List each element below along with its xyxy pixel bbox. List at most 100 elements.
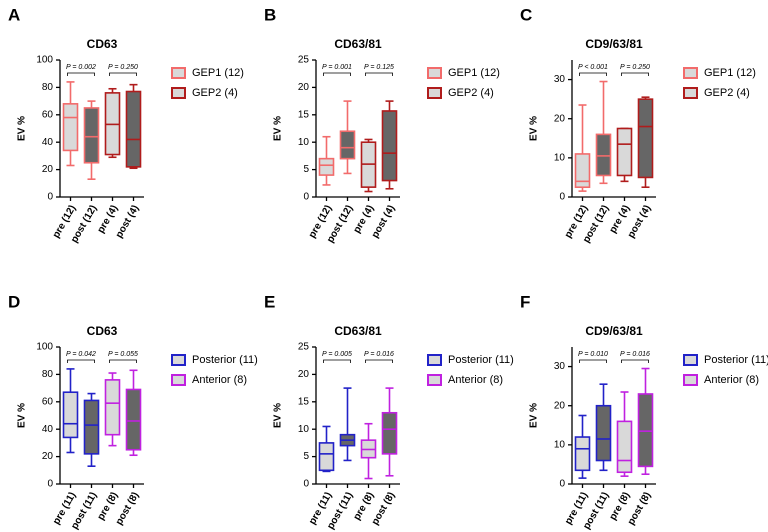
p-value: P = 0.001 (322, 64, 352, 71)
panel-letter: F (520, 292, 530, 311)
y-tick-label: 0 (559, 479, 565, 490)
bracket (365, 72, 393, 76)
legend-swatch (427, 374, 442, 386)
box-body (83, 107, 100, 164)
y-tick-label: 10 (298, 424, 310, 435)
legend-label: GEP2 (4) (192, 87, 238, 99)
y-tick-label: 20 (42, 164, 54, 175)
y-tick-label: 25 (298, 342, 310, 353)
bracket (67, 359, 95, 363)
p-value: P = 0.010 (578, 351, 608, 358)
y-tick-label: 30 (554, 74, 566, 85)
y-tick-label: 25 (298, 55, 310, 66)
y-tick-label: 100 (36, 342, 53, 353)
y-tick-label: 10 (554, 439, 566, 450)
box-body (595, 133, 612, 177)
y-tick-label: 40 (42, 137, 54, 148)
p-value: P = 0.055 (108, 351, 138, 358)
y-tick-label: 20 (298, 369, 310, 380)
p-value: P = 0.016 (364, 351, 394, 358)
box-body (104, 379, 121, 436)
p-value: P = 0.005 (322, 351, 352, 358)
y-axis-label: EV % (273, 116, 284, 141)
chart-title: CD9/63/81 (585, 37, 643, 51)
bracket (365, 359, 393, 363)
p-value: P = 0.016 (620, 351, 650, 358)
y-tick-label: 15 (298, 109, 310, 120)
y-tick-label: 30 (554, 361, 566, 372)
y-tick-label: 80 (42, 369, 54, 380)
box-body (381, 110, 398, 182)
legend-label: Anterior (8) (448, 374, 503, 386)
legend-swatch (171, 67, 186, 79)
y-tick-label: 5 (303, 164, 309, 175)
y-tick-label: 10 (298, 137, 310, 148)
chart-title: CD63 (87, 37, 118, 51)
box-body (637, 98, 654, 179)
legend-swatch (683, 67, 698, 79)
p-value: P = 0.250 (108, 64, 138, 71)
p-value: P = 0.125 (364, 64, 394, 71)
box-body (595, 404, 612, 462)
box-body (62, 103, 79, 152)
y-axis-label: EV % (17, 116, 28, 141)
y-tick-label: 0 (47, 479, 53, 490)
p-value: P = 0.002 (66, 64, 96, 71)
legend-swatch (427, 67, 442, 79)
box-body (125, 388, 142, 451)
y-axis-label: EV % (17, 403, 28, 428)
legend-swatch (171, 354, 186, 366)
panel-letter: A (8, 5, 20, 24)
legend-swatch (683, 354, 698, 366)
y-tick-label: 20 (554, 113, 566, 124)
panel-letter: C (520, 5, 532, 24)
legend-swatch (683, 374, 698, 386)
p-value: P = 0.042 (66, 351, 96, 358)
box-body (318, 442, 335, 472)
y-axis-label: EV % (529, 403, 540, 428)
legend-label: GEP1 (12) (448, 67, 500, 79)
box-body (62, 391, 79, 439)
legend-label: GEP1 (12) (192, 67, 244, 79)
legend-label: Anterior (8) (192, 374, 247, 386)
legend-swatch (171, 374, 186, 386)
legend-label: Posterior (11) (448, 354, 514, 366)
chart-title: CD9/63/81 (585, 324, 643, 338)
legend-swatch (171, 87, 186, 99)
box-body (381, 411, 398, 455)
y-tick-label: 0 (559, 192, 565, 203)
box-body (574, 436, 591, 472)
bracket (67, 72, 95, 76)
y-tick-label: 0 (303, 192, 309, 203)
y-tick-label: 20 (298, 82, 310, 93)
chart-title: CD63/81 (334, 37, 382, 51)
bracket (323, 359, 351, 363)
p-value: P < 0.001 (578, 64, 608, 71)
legend-label: GEP2 (4) (448, 87, 494, 99)
y-tick-label: 80 (42, 82, 54, 93)
panel-letter: E (264, 292, 275, 311)
legend-label: GEP1 (12) (704, 67, 756, 79)
p-value: P = 0.250 (620, 64, 650, 71)
y-axis-label: EV % (529, 116, 540, 141)
legend-label: Anterior (8) (704, 374, 759, 386)
legend-label: Posterior (11) (704, 354, 768, 366)
bracket (621, 359, 649, 363)
legend-label: Posterior (11) (192, 354, 258, 366)
bracket (323, 72, 351, 76)
box-body (574, 153, 591, 189)
y-tick-label: 60 (42, 396, 54, 407)
y-tick-label: 0 (303, 479, 309, 490)
chart-title: CD63/81 (334, 324, 382, 338)
bracket (621, 72, 649, 76)
panel-letter: B (264, 5, 276, 24)
bracket (109, 359, 137, 363)
y-tick-label: 20 (42, 451, 54, 462)
box-body (616, 420, 633, 474)
